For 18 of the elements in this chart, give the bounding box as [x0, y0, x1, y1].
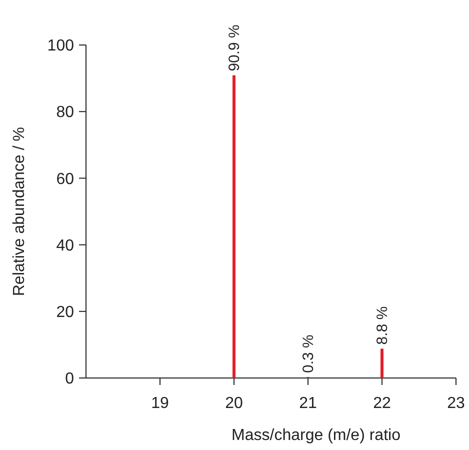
- x-tick-label: 19: [151, 395, 169, 412]
- x-tick-label: 20: [225, 395, 243, 412]
- data-label: 90.9 %: [226, 24, 243, 72]
- y-tick-label: 0: [65, 370, 74, 388]
- x-tick-label: 22: [373, 395, 391, 412]
- data-label: 8.8 %: [374, 306, 391, 345]
- x-tick-label: 21: [299, 395, 317, 412]
- y-axis-title: Relative abundance / %: [11, 127, 28, 296]
- bar: [380, 348, 384, 378]
- bar: [232, 75, 236, 378]
- data-label: 0.3 %: [300, 334, 317, 373]
- x-axis-title: Mass/charge (m/e) ratio: [232, 427, 401, 444]
- y-tick-label: 40: [56, 237, 74, 254]
- y-tick-label: 100: [47, 38, 74, 55]
- y-tick-label: 80: [56, 104, 74, 122]
- y-tick-label: 20: [56, 304, 74, 321]
- y-tick-label: 60: [56, 170, 74, 188]
- x-tick-label: 23: [447, 395, 465, 412]
